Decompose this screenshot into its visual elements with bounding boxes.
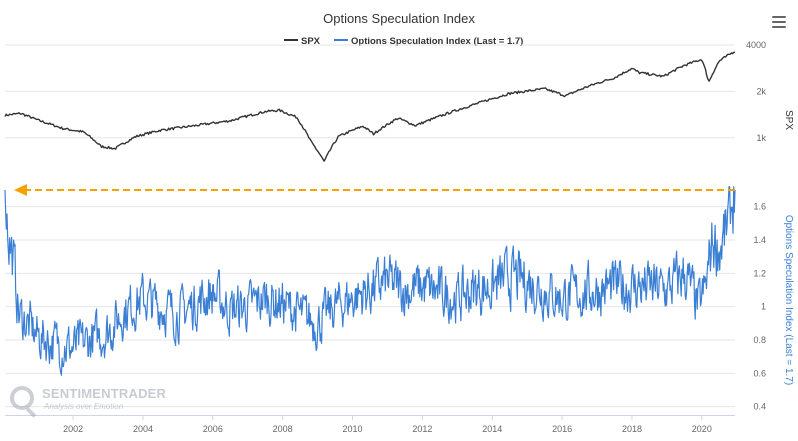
spx-tick-label: 1k [756, 133, 766, 143]
osi-tick-label: 1.6 [753, 202, 766, 212]
watermark-name: SENTIMENTRADER [42, 386, 167, 401]
chart-title: Options Speculation Index [323, 11, 475, 26]
osi-tick-label: 1.2 [753, 268, 766, 278]
spx-axis-title: SPX [783, 110, 794, 130]
legend-item-osi[interactable]: Options Speculation Index (Last = 1.7) [334, 36, 523, 47]
x-tick-label: 2008 [273, 424, 293, 434]
osi-y-axis: 0.4 0.6 0.8 1 1.2 1.4 1.6 [753, 202, 766, 412]
osi-axis-title: Options Speculation Index (Last = 1.7) [783, 215, 794, 385]
legend-label-spx: SPX [301, 36, 321, 47]
x-tick-label: 2012 [412, 424, 432, 434]
osi-tick-label: 0.8 [753, 335, 766, 345]
watermark-logo: SENTIMENTRADER Analysis over Emotion [10, 384, 166, 418]
x-tick-label: 2006 [203, 424, 223, 434]
osi-series [4, 186, 736, 376]
reference-line [14, 184, 735, 196]
osi-tick-label: 1.4 [753, 235, 766, 245]
spx-tick-label: 2k [756, 86, 766, 96]
reference-arrow-icon [14, 184, 27, 196]
osi-tick-label: 0.6 [753, 368, 766, 378]
osi-tick-label: 0.4 [753, 402, 766, 412]
legend-label-osi: Options Speculation Index (Last = 1.7) [351, 36, 523, 47]
magnifier-icon [10, 386, 34, 410]
osi-line [4, 186, 736, 376]
spx-y-axis: 1k 2k 4000 [746, 40, 767, 143]
x-tick-label: 2010 [343, 424, 363, 434]
legend-item-spx[interactable]: SPX [284, 36, 321, 47]
x-tick-label: 2016 [552, 424, 572, 434]
legend: SPX Options Speculation Index (Last = 1.… [284, 36, 523, 47]
spx-line [4, 51, 736, 162]
x-tick-label: 2004 [133, 424, 153, 434]
x-tick-label: 2018 [622, 424, 642, 434]
spx-series [4, 51, 736, 162]
osi-tick-label: 1 [761, 302, 766, 312]
spx-tick-label: 4000 [746, 40, 766, 50]
x-tick-label: 2020 [692, 424, 712, 434]
x-axis: 2002 2004 2006 2008 2010 2012 2014 2016 2018 2020 [5, 415, 735, 434]
watermark-tagline: Analysis over Emotion [44, 402, 124, 411]
hamburger-menu-icon[interactable] [772, 16, 786, 28]
grid [5, 44, 735, 408]
x-tick-label: 2014 [482, 424, 502, 434]
x-tick-label: 2002 [63, 424, 83, 434]
